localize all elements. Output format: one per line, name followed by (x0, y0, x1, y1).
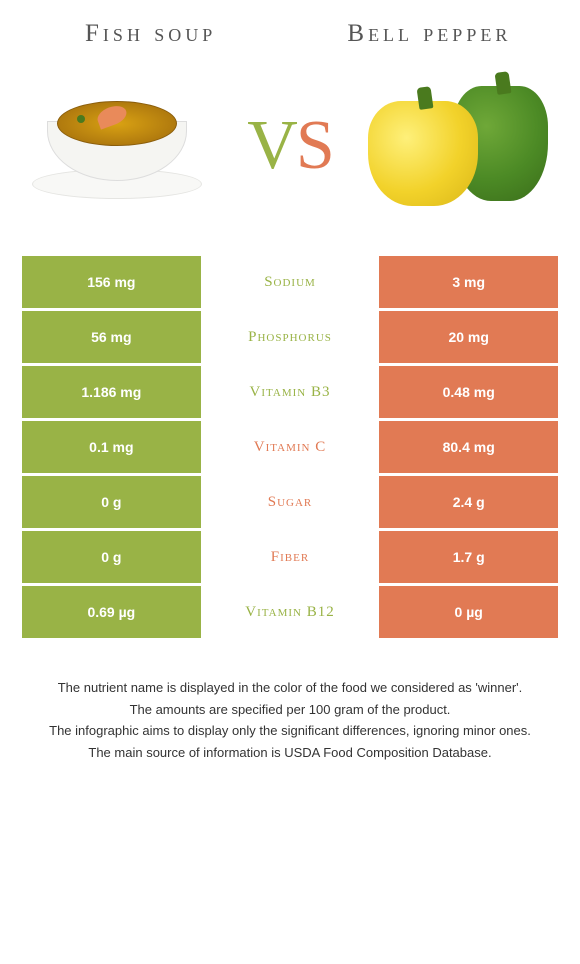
cell-nutrient-label: Fiber (201, 531, 380, 583)
images-row: VS (22, 66, 558, 226)
cell-left-value: 156 mg (22, 256, 201, 308)
cell-right-value: 0.48 mg (379, 366, 558, 418)
cell-left-value: 56 mg (22, 311, 201, 363)
table-row: 156 mgSodium3 mg (22, 256, 558, 308)
cell-nutrient-label: Vitamin C (201, 421, 380, 473)
title-left: Fish soup (22, 20, 279, 48)
cell-nutrient-label: Vitamin B3 (201, 366, 380, 418)
cell-nutrient-label: Vitamin B12 (201, 586, 380, 638)
cell-left-value: 1.186 mg (22, 366, 201, 418)
footer-notes: The nutrient name is displayed in the co… (22, 678, 558, 762)
cell-nutrient-label: Phosphorus (201, 311, 380, 363)
cell-left-value: 0 g (22, 531, 201, 583)
footer-line: The amounts are specified per 100 gram o… (36, 700, 544, 720)
footer-line: The nutrient name is displayed in the co… (36, 678, 544, 698)
cell-right-value: 2.4 g (379, 476, 558, 528)
cell-right-value: 0 µg (379, 586, 558, 638)
food-image-right (358, 71, 558, 221)
vs-label: VS (247, 106, 333, 186)
table-row: 0 gSugar2.4 g (22, 476, 558, 528)
cell-right-value: 1.7 g (379, 531, 558, 583)
cell-left-value: 0.69 µg (22, 586, 201, 638)
food-image-left (22, 71, 222, 221)
comparison-table: 156 mgSodium3 mg56 mgPhosphorus20 mg1.18… (22, 256, 558, 638)
title-right: Bell pepper (301, 20, 558, 48)
table-row: 1.186 mgVitamin B30.48 mg (22, 366, 558, 418)
cell-left-value: 0.1 mg (22, 421, 201, 473)
footer-line: The main source of information is USDA F… (36, 743, 544, 763)
vs-s: S (296, 107, 333, 184)
table-row: 0 gFiber1.7 g (22, 531, 558, 583)
table-row: 0.69 µgVitamin B120 µg (22, 586, 558, 638)
cell-nutrient-label: Sodium (201, 256, 380, 308)
cell-right-value: 20 mg (379, 311, 558, 363)
cell-nutrient-label: Sugar (201, 476, 380, 528)
titles-row: Fish soup Bell pepper (22, 20, 558, 48)
cell-right-value: 80.4 mg (379, 421, 558, 473)
table-row: 56 mgPhosphorus20 mg (22, 311, 558, 363)
cell-left-value: 0 g (22, 476, 201, 528)
footer-line: The infographic aims to display only the… (36, 721, 544, 741)
vs-v: V (247, 107, 296, 184)
table-row: 0.1 mgVitamin C80.4 mg (22, 421, 558, 473)
cell-right-value: 3 mg (379, 256, 558, 308)
